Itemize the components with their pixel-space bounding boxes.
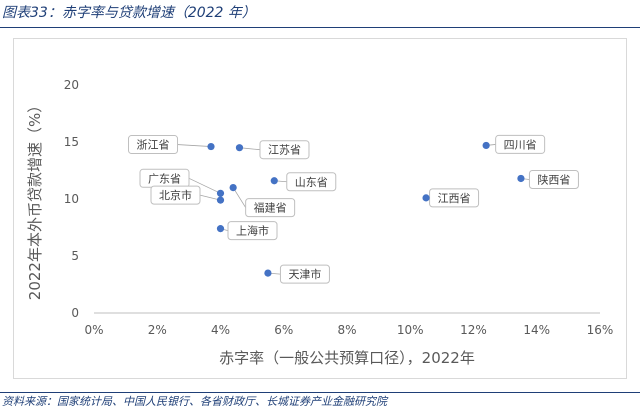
x-tick-label: 4%: [211, 323, 230, 337]
point-label: 江西省: [438, 192, 471, 205]
y-tick-label: 20: [64, 78, 79, 92]
data-point: [216, 225, 225, 233]
x-tick-label: 6%: [274, 323, 293, 337]
point-label-box: [150, 185, 201, 205]
point-label: 陕西省: [537, 172, 570, 186]
point-label: 山东省: [295, 176, 328, 189]
data-point: [270, 177, 278, 185]
data-point: [229, 184, 237, 192]
point-label: 四川省: [504, 138, 537, 151]
x-tick-label: 14%: [523, 323, 550, 337]
point-label: 上海市: [236, 224, 269, 238]
y-tick-label: 15: [64, 135, 79, 149]
point-label-box: [259, 140, 310, 160]
data-points: [207, 141, 525, 277]
point-label: 江苏省: [268, 144, 301, 157]
x-tick-label: 0%: [84, 323, 103, 337]
point-label: 浙江省: [137, 139, 170, 152]
x-tick-label: 16%: [587, 323, 614, 337]
label-leader: [232, 187, 246, 208]
point-label-box: [128, 135, 179, 155]
point-label: 北京市: [159, 188, 192, 202]
label-leader: [177, 144, 212, 147]
data-point: [235, 144, 244, 152]
y-tick-label: 10: [64, 192, 79, 206]
data-point: [216, 196, 225, 204]
point-label-box: [495, 134, 546, 154]
data-point: [264, 269, 272, 277]
x-tick-label: 2%: [148, 323, 167, 337]
label-leader: [188, 177, 221, 194]
x-tick-label: 8%: [337, 323, 356, 337]
data-point: [422, 194, 430, 202]
point-label: 天津市: [288, 267, 321, 281]
point-label-box: [245, 198, 296, 218]
x-tick-label: 10%: [397, 323, 424, 337]
point-label: 广东省: [148, 172, 181, 185]
chart-frame: [13, 38, 627, 379]
point-label-box: [528, 169, 579, 189]
point-label-box: [279, 264, 330, 284]
header-rule: [0, 27, 640, 28]
x-tick-label: 12%: [460, 323, 487, 337]
data-point: [517, 174, 525, 183]
y-tick-label: 0: [71, 306, 79, 320]
footer-rule: [0, 392, 640, 393]
data-point: [207, 142, 215, 151]
point-label-box: [227, 221, 278, 241]
axes: 0% 2% 4% 6% 8% 10% 12% 14% 16% 0 5 10 15 20 赤字率（一般公共预算…: [26, 78, 613, 367]
source-note: 资料来源：国家统计局、中国人民银行、各省财政厅、长城证券产业金融研究院: [2, 395, 387, 408]
point-label-box: [286, 172, 337, 192]
x-axis-title: 赤字率（一般公共预算口径），2022年: [219, 349, 475, 367]
figure-title: 图表33：赤字率与贷款增速（2022 年）: [2, 5, 256, 21]
point-label: 福建省: [254, 201, 287, 215]
data-point: [482, 141, 490, 150]
data-point: [216, 189, 225, 197]
y-tick-label: 5: [71, 249, 79, 263]
y-axis-title: 2022年本外币贷款增速（%）: [26, 98, 44, 300]
